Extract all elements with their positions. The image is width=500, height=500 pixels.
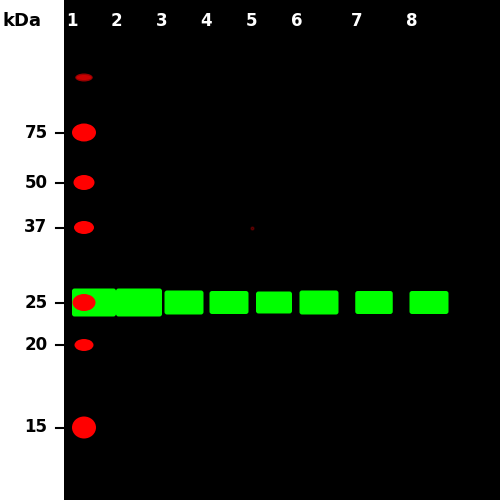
Text: 6: 6: [291, 12, 302, 30]
Text: 25: 25: [24, 294, 48, 312]
Ellipse shape: [76, 75, 92, 80]
Bar: [0, 0, 64, 500]
Text: 2: 2: [110, 12, 122, 30]
FancyBboxPatch shape: [72, 288, 116, 316]
Ellipse shape: [74, 339, 94, 351]
Text: 3: 3: [156, 12, 168, 30]
FancyBboxPatch shape: [410, 291, 449, 314]
Text: 75: 75: [24, 124, 48, 142]
FancyBboxPatch shape: [164, 290, 203, 314]
Ellipse shape: [72, 124, 96, 142]
Text: 50: 50: [24, 174, 48, 192]
FancyBboxPatch shape: [210, 291, 248, 314]
Text: 37: 37: [24, 218, 48, 236]
Text: 20: 20: [24, 336, 48, 354]
Text: 8: 8: [406, 12, 417, 30]
Text: 7: 7: [350, 12, 362, 30]
Text: 1: 1: [66, 12, 77, 30]
FancyBboxPatch shape: [355, 291, 393, 314]
Text: 4: 4: [200, 12, 212, 30]
Ellipse shape: [74, 221, 94, 234]
Ellipse shape: [74, 175, 94, 190]
Ellipse shape: [75, 74, 93, 82]
Text: 15: 15: [24, 418, 48, 436]
Ellipse shape: [72, 416, 96, 438]
Text: 5: 5: [246, 12, 257, 30]
FancyBboxPatch shape: [300, 290, 339, 314]
FancyBboxPatch shape: [256, 292, 292, 314]
Text: kDa: kDa: [2, 12, 42, 30]
Ellipse shape: [72, 294, 96, 311]
FancyBboxPatch shape: [116, 288, 162, 316]
